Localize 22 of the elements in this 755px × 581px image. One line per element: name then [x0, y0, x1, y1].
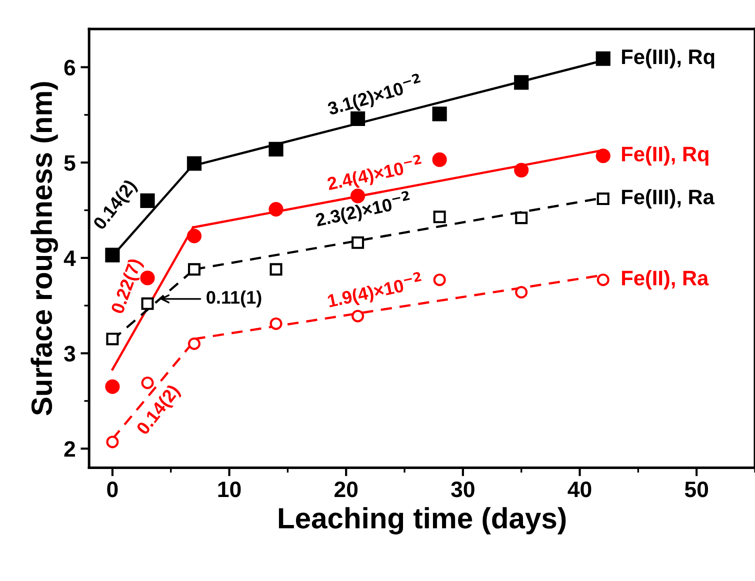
- x-tick-label: 50: [684, 481, 708, 498]
- series-label: Fe(III), Ra: [622, 189, 715, 208]
- y-axis-title: Surface roughness (nm): [30, 82, 58, 416]
- x-axis-title: Leaching time (days): [278, 507, 566, 534]
- annotation: 1.9(4)×10$^{−2}$: [326, 272, 424, 311]
- annotation: 0.11(1): [206, 290, 262, 308]
- annotation: 2.4(4)×10$^{−2}$: [326, 154, 422, 190]
- series-label: Fe(III), Rq: [622, 48, 714, 68]
- annotation: 2.3(2)×10$^{−2}$: [314, 190, 412, 230]
- y-tick-label: 3: [64, 346, 76, 362]
- x-tick-label: 10: [218, 481, 241, 498]
- y-tick-label: 4: [64, 250, 76, 266]
- y-tick-label: 5: [64, 155, 76, 171]
- x-tick-label: 0: [107, 481, 118, 498]
- series-label: Fe(II), Rq: [622, 146, 708, 166]
- x-tick-label: 30: [451, 481, 474, 498]
- annotation: 3.1(2)×10$^{−2}$: [326, 73, 424, 119]
- series-label: Fe(II), Ra: [622, 270, 709, 290]
- y-tick-label: 6: [64, 60, 76, 76]
- y-tick-label: 2: [64, 441, 76, 457]
- x-tick-label: 40: [568, 481, 592, 498]
- x-tick-label: 20: [334, 481, 358, 498]
